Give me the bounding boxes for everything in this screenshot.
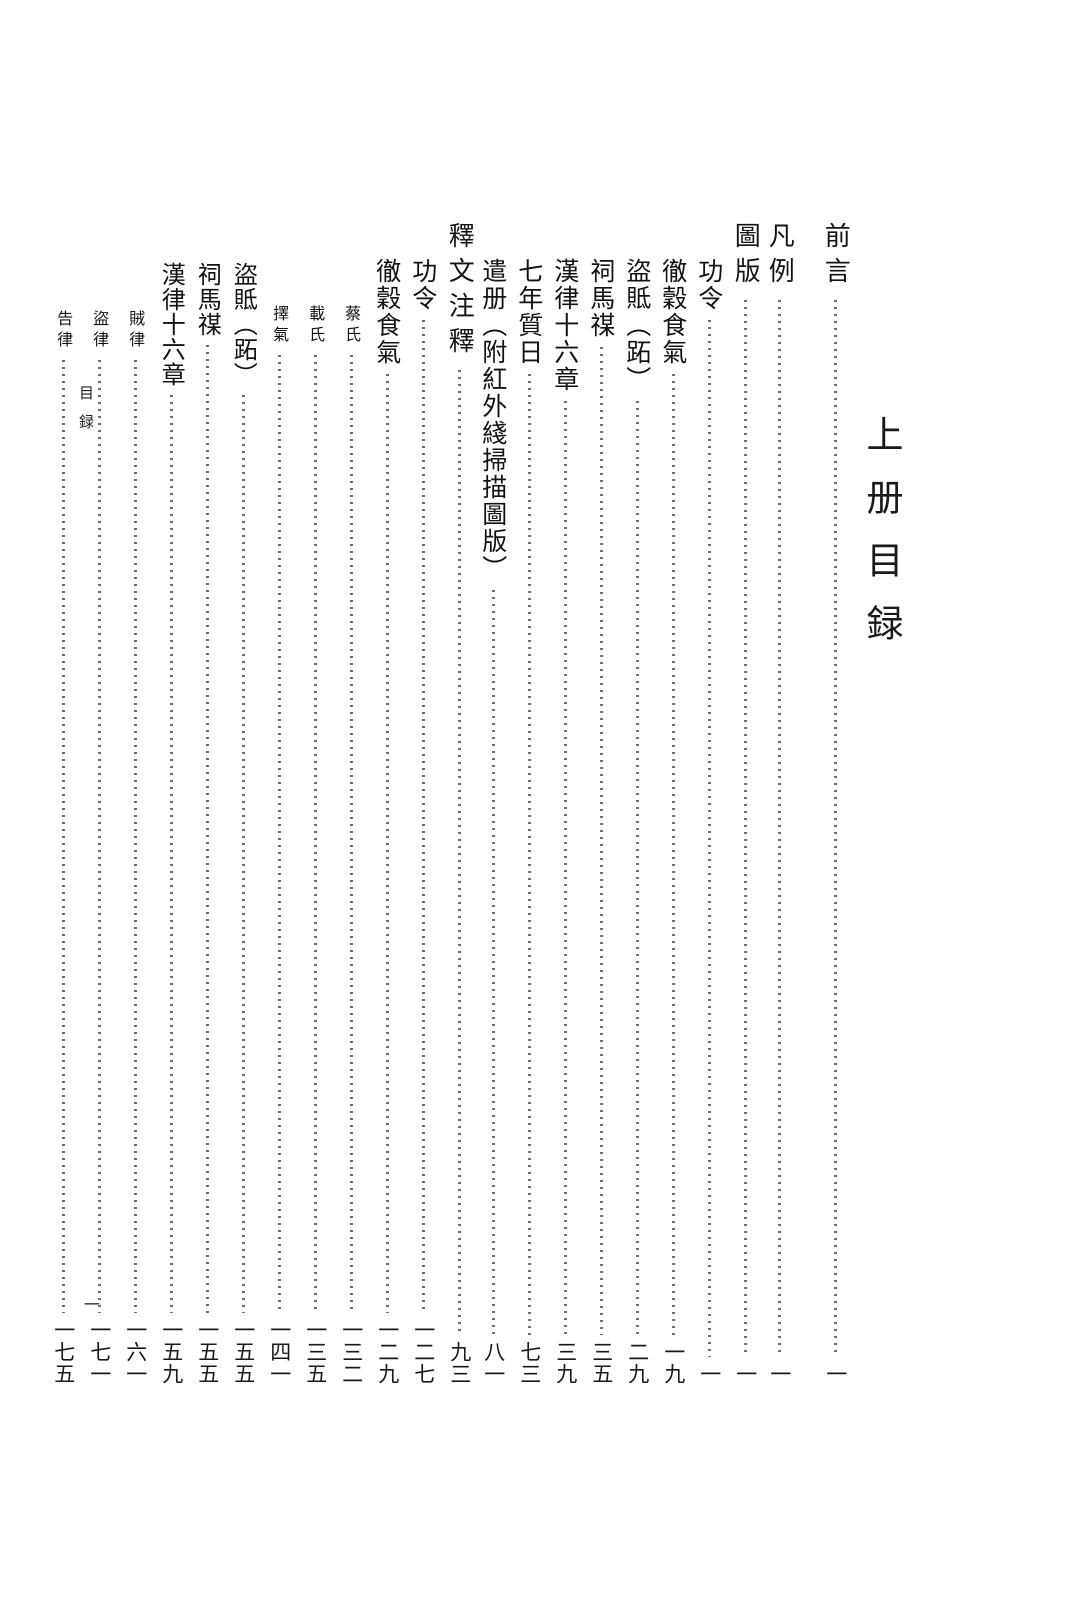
- toc-leader-dots: [61, 360, 65, 1313]
- toc-leader-dots: [491, 590, 495, 1335]
- toc-leader-dots: [457, 370, 461, 1335]
- toc-leader-dots: [563, 401, 567, 1335]
- toc-leader-dots: [133, 360, 137, 1313]
- toc-entry-label: 漢律十六章: [550, 258, 580, 393]
- toc-entry[interactable]: 載氏 一三五: [298, 305, 332, 1385]
- toc-entry[interactable]: 前言一: [818, 222, 852, 1385]
- toc-entry-page-number: 一五五: [231, 1319, 256, 1385]
- toc-entry-page-number: 一五九: [159, 1319, 184, 1385]
- toc-entry-label: 徹穀食氣: [658, 258, 688, 366]
- toc-entry[interactable]: 徹穀食氣 一九: [656, 258, 690, 1385]
- toc-entry[interactable]: 功令 一二七: [406, 258, 440, 1385]
- toc-entry[interactable]: 圖版一: [728, 222, 762, 1385]
- toc-entry-page-number: 一二九: [375, 1319, 400, 1385]
- toc-entry-label: 凡例: [764, 222, 795, 292]
- running-head: 目録: [77, 385, 95, 443]
- toc-entry-page-number: 一: [697, 1363, 722, 1385]
- toc-leader-dots: [707, 320, 711, 1357]
- toc-entry-page-number: 一: [823, 1363, 848, 1385]
- page-title: 上册目録: [860, 415, 903, 667]
- toc-entry-label: 遣册（附紅外綫掃描圖版）: [478, 258, 508, 582]
- toc-entry-page-number: 一三二: [339, 1319, 364, 1385]
- toc-entry[interactable]: 凡例一: [762, 222, 796, 1385]
- toc-entry-page-number: 一三五: [303, 1319, 328, 1385]
- toc-entry[interactable]: 祠馬禖 三五: [584, 258, 618, 1385]
- toc-entry[interactable]: 七年質日 七三: [512, 258, 546, 1385]
- toc-entry-label: 盜貾（跖）: [229, 262, 258, 387]
- toc-leader-dots: [421, 320, 425, 1313]
- toc-entry-label: 盜貾（跖）: [622, 258, 652, 393]
- toc-entry[interactable]: 盜貾（跖） 一五五: [226, 262, 260, 1385]
- toc-leader-dots: [599, 347, 603, 1335]
- toc-leader-dots: [777, 300, 781, 1357]
- toc-entry-page-number: 一: [733, 1363, 758, 1385]
- toc-entry-label: 盜律: [90, 310, 110, 352]
- folio-number: 一: [81, 1296, 100, 1312]
- toc-entry-page-number: 一五五: [195, 1319, 220, 1385]
- toc-entry[interactable]: 盜律一七一: [82, 310, 116, 1385]
- toc-entry-label: 祠馬禖: [586, 258, 616, 339]
- toc-entry-label: 擇氣: [270, 305, 290, 347]
- toc-entry[interactable]: 擇氣 一四一: [262, 305, 296, 1385]
- toc-leader-dots: [97, 360, 101, 1313]
- toc-entry-page-number: 一四一: [267, 1319, 292, 1385]
- toc-entry-page-number: 八一: [481, 1341, 506, 1385]
- toc-entry[interactable]: 漢律十六章 三九: [548, 258, 582, 1385]
- toc-entry[interactable]: 祠馬禖 一五五: [190, 262, 224, 1385]
- toc-leader-dots: [349, 355, 353, 1313]
- toc-leader-dots: [241, 395, 245, 1313]
- toc-entry-label: 七年質日: [514, 258, 544, 366]
- toc-entry-label: 功令: [694, 258, 724, 312]
- toc-entry[interactable]: 功令一: [692, 258, 726, 1385]
- toc-leader-dots: [671, 374, 675, 1335]
- toc-entry-page-number: 一: [767, 1363, 792, 1385]
- toc-entry-page-number: 一七一: [87, 1319, 112, 1385]
- toc-leader-dots: [635, 401, 639, 1335]
- toc-entry-page-number: 三九: [553, 1341, 578, 1385]
- toc-leader-dots: [205, 345, 209, 1313]
- toc-entry-page-number: 三五: [589, 1341, 614, 1385]
- toc-entry-label: 圖版: [730, 222, 761, 292]
- toc-entry-label: 漢律十六章: [157, 262, 186, 387]
- toc-leader-dots: [169, 395, 173, 1313]
- toc-entry[interactable]: 漢律十六章 一五九: [154, 262, 188, 1385]
- toc-entry-label: 前言: [820, 222, 851, 292]
- toc-entry[interactable]: 徹穀食氣 一二九: [370, 258, 404, 1385]
- toc-entry-label: 功令: [408, 258, 438, 312]
- toc-entry-page-number: 一九: [661, 1341, 686, 1385]
- toc-entry-label: 載氏: [306, 305, 326, 347]
- toc-entry-label: 釋文注釋: [444, 222, 475, 362]
- toc-entry-label: 告律: [54, 310, 74, 352]
- toc-entry[interactable]: 告律 一七五: [46, 310, 80, 1385]
- toc-entry-page-number: 九三: [447, 1341, 472, 1385]
- toc-entry-page-number: 一六一: [123, 1319, 148, 1385]
- toc-entry-label: 祠馬禖: [193, 262, 222, 337]
- toc-entry[interactable]: 賊律 一六一: [118, 310, 152, 1385]
- toc-entry-page-number: 一二七: [411, 1319, 436, 1385]
- toc-entry-label: 徹穀食氣: [372, 258, 402, 366]
- toc-entry[interactable]: 蔡氏 一三二: [334, 305, 368, 1385]
- toc-leader-dots: [833, 300, 837, 1357]
- toc-leader-dots: [743, 300, 747, 1357]
- toc-entry-page-number: 一七五: [51, 1319, 76, 1385]
- toc-entry-page-number: 七三: [517, 1341, 542, 1385]
- toc-leader-dots: [313, 355, 317, 1313]
- toc-entry[interactable]: 釋文注釋 九三: [442, 222, 476, 1385]
- toc-entry-label: 賊律: [126, 310, 146, 352]
- toc-leader-dots: [527, 374, 531, 1335]
- toc-leader-dots: [277, 355, 281, 1313]
- toc-leader-dots: [385, 374, 389, 1313]
- toc-entry-label: 蔡氏: [342, 305, 362, 347]
- toc-entry-page-number: 二九: [625, 1341, 650, 1385]
- toc-entry[interactable]: 盜貾（跖） 二九: [620, 258, 654, 1385]
- toc-entry[interactable]: 遣册（附紅外綫掃描圖版） 八一: [476, 258, 510, 1385]
